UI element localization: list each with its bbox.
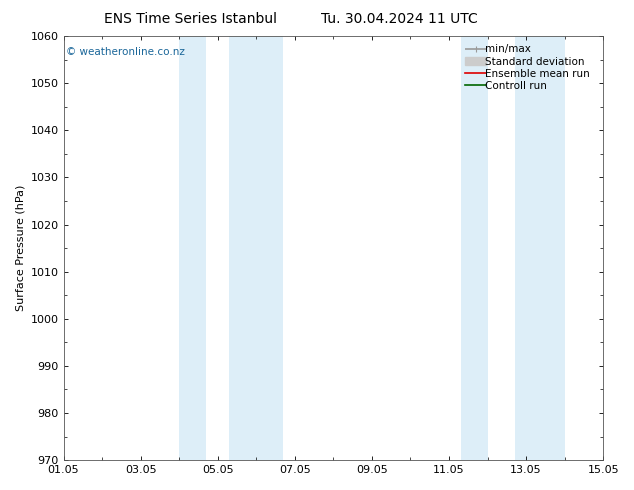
Bar [179, 36, 206, 460]
Text: ENS Time Series Istanbul: ENS Time Series Istanbul [104, 12, 276, 26]
Text: Tu. 30.04.2024 11 UTC: Tu. 30.04.2024 11 UTC [321, 12, 478, 26]
Bar [515, 36, 565, 460]
Y-axis label: Surface Pressure (hPa): Surface Pressure (hPa) [15, 185, 25, 311]
Bar [460, 36, 488, 460]
Text: © weatheronline.co.nz: © weatheronline.co.nz [66, 47, 185, 57]
Legend: min/max, Standard deviation, Ensemble mean run, Controll run: min/max, Standard deviation, Ensemble me… [462, 41, 598, 94]
Bar [230, 36, 283, 460]
